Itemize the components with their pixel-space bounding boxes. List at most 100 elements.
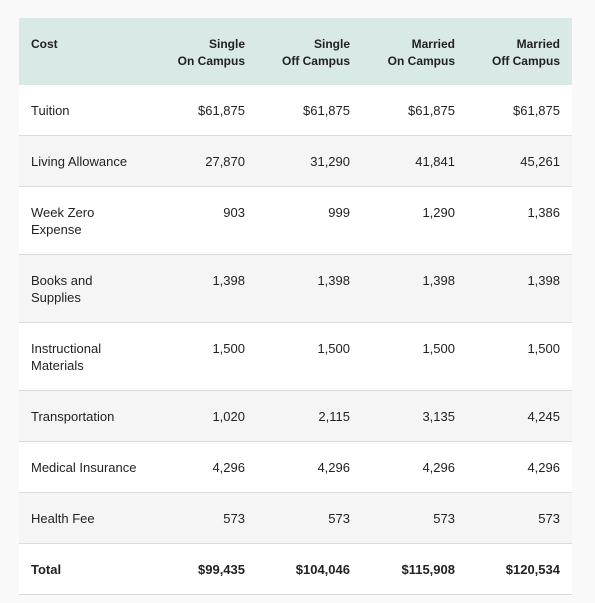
cell-text: Living Allowance [31, 154, 128, 169]
cell-value: 4,296 [152, 441, 257, 493]
cell-text: Instructional Materials [31, 341, 102, 373]
cell-value: 1,398 [362, 254, 467, 323]
cell-text: 573 [223, 511, 245, 526]
cell-text: 573 [328, 511, 350, 526]
cell-value: 1,398 [467, 254, 572, 323]
cell-text: 1,398 [422, 273, 455, 288]
cell-text: 27,870 [205, 154, 245, 169]
cell-value: 4,296 [257, 441, 362, 493]
cell-value: 27,870 [152, 135, 257, 187]
cell-value: 1,500 [467, 322, 572, 391]
cell-text: Health Fee [31, 511, 95, 526]
column-header: Single On Campus [152, 18, 257, 85]
cell-value: 903 [152, 186, 257, 255]
cell-text: Medical Insurance [31, 460, 137, 475]
cell-value: 1,398 [257, 254, 362, 323]
cell-text: Tuition [31, 103, 70, 118]
cell-value: 4,296 [467, 441, 572, 493]
cell-text: Week Zero Expense [31, 205, 95, 237]
cell-text: 45,261 [520, 154, 560, 169]
header-line: Off Campus [281, 54, 350, 68]
cell-text: $120,534 [505, 562, 560, 577]
header-line: Off Campus [491, 54, 560, 68]
row-label: Instructional Materials [19, 322, 152, 391]
cell-text: 3,135 [422, 409, 455, 424]
cell-value: $99,435 [152, 543, 257, 595]
cell-text: 4,296 [422, 460, 455, 475]
cell-value: 573 [362, 492, 467, 544]
table-row: Tuition $61,875 $61,875 $61,875 $61,875 [19, 85, 572, 136]
cell-text: $61,875 [408, 103, 455, 118]
cell-value: $61,875 [257, 85, 362, 136]
row-label: Week Zero Expense [19, 186, 152, 255]
cell-value: 573 [257, 492, 362, 544]
header-line: On Campus [177, 54, 245, 68]
table-row: Books and Supplies 1,398 1,398 1,398 1,398 [19, 254, 572, 323]
column-header: Single Off Campus [257, 18, 362, 85]
cell-text: Total [31, 562, 62, 577]
table-row: Medical Insurance 4,296 4,296 4,296 4,296 [19, 441, 572, 493]
cell-text: 1,500 [527, 341, 560, 356]
table-row: Week Zero Expense 903 999 1,290 1,386 [19, 186, 572, 255]
cell-text: 1,398 [317, 273, 350, 288]
cell-text: $61,875 [303, 103, 350, 118]
cell-value: 1,500 [152, 322, 257, 391]
cell-text: 1,398 [527, 273, 560, 288]
cell-text: 1,500 [422, 341, 455, 356]
cell-text: Books and Supplies [31, 273, 93, 305]
cell-value: $61,875 [467, 85, 572, 136]
table-row: Living Allowance 27,870 31,290 41,841 45,261 [19, 135, 572, 187]
cell-value: 1,500 [362, 322, 467, 391]
cell-value: $61,875 [362, 85, 467, 136]
cell-value: 4,296 [362, 441, 467, 493]
cell-text: $61,875 [513, 103, 560, 118]
cell-text: 2,115 [318, 409, 350, 424]
table-row: Instructional Materials 1,500 1,500 1,500 1,… [19, 322, 572, 391]
column-header: Married On Campus [362, 18, 467, 85]
cell-value: 4,245 [467, 390, 572, 442]
row-label: Transportation [19, 390, 152, 442]
cell-value: 1,290 [362, 186, 467, 255]
cell-text: 1,020 [212, 409, 245, 424]
header-line: Married [516, 37, 560, 51]
column-header: Married Off Campus [467, 18, 572, 85]
cell-value: $61,875 [152, 85, 257, 136]
row-label: Total [19, 543, 152, 595]
header-line: Cost [31, 37, 58, 51]
cell-text: $61,875 [198, 103, 245, 118]
row-label: Living Allowance [19, 135, 152, 187]
cell-value: 41,841 [362, 135, 467, 187]
cell-text: Transportation [31, 409, 115, 424]
cell-text: 4,296 [527, 460, 560, 475]
cell-value: 573 [467, 492, 572, 544]
row-label: Books and Supplies [19, 254, 152, 323]
cell-value: 1,500 [257, 322, 362, 391]
cell-text: 4,245 [527, 409, 560, 424]
cell-text: 1,500 [317, 341, 350, 356]
header-line: Single [208, 37, 245, 51]
cell-text: 573 [433, 511, 455, 526]
table-row: Total $99,435 $104,046 $115,908 $120,534 [19, 543, 572, 595]
cell-text: 1,398 [212, 273, 245, 288]
cell-text: 31,290 [310, 154, 350, 169]
cell-text: 1,500 [212, 341, 245, 356]
row-label: Health Fee [19, 492, 152, 544]
cell-text: $99,435 [198, 562, 245, 577]
cell-text: 4,296 [212, 460, 245, 475]
header-row: Cost Single On Campus Single Off Campus Marri… [19, 18, 572, 85]
row-label: Tuition [19, 85, 152, 136]
cell-value: 573 [152, 492, 257, 544]
cell-value: $115,908 [362, 543, 467, 595]
cell-value: 999 [257, 186, 362, 255]
column-header: Cost [19, 18, 152, 85]
cell-text: $115,908 [401, 562, 455, 577]
cell-value: $104,046 [257, 543, 362, 595]
cell-value: 2,115 [257, 390, 362, 442]
table-row: Health Fee 573 573 573 573 [19, 492, 572, 544]
cell-text: 41,841 [415, 154, 455, 169]
cost-table: Cost Single On Campus Single Off Campus Marri… [19, 18, 572, 595]
cell-text: 1,386 [527, 205, 560, 220]
cell-text: 1,290 [422, 205, 455, 220]
table-row: Transportation 1,020 2,115 3,135 4,245 [19, 390, 572, 442]
